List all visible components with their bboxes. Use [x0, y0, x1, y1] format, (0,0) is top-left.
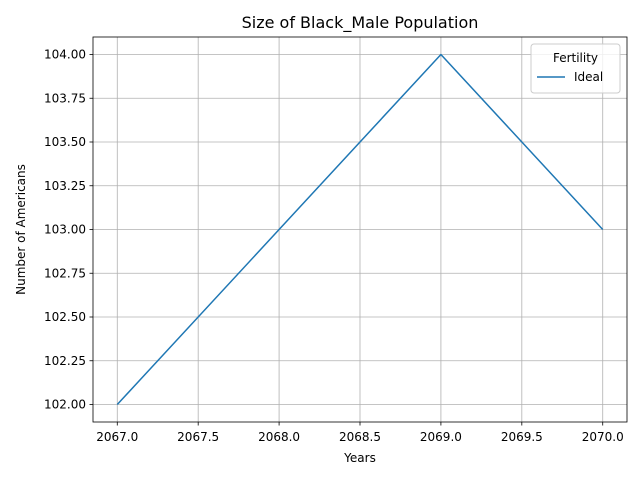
y-tick-label: 102.50: [44, 310, 86, 324]
y-axis-label: Number of Americans: [14, 164, 28, 295]
x-tick-label: 2070.0: [582, 430, 624, 444]
x-tick-label: 2067.5: [177, 430, 219, 444]
y-tick-label: 103.75: [44, 91, 86, 105]
x-tick-label: 2068.5: [339, 430, 381, 444]
legend-title: Fertility: [553, 51, 598, 65]
series-layer: [116, 53, 604, 406]
y-tick-label: 102.75: [44, 266, 86, 280]
x-tick-label: 2069.5: [501, 430, 543, 444]
chart-title: Size of Black_Male Population: [242, 13, 479, 33]
y-tick-label: 103.25: [44, 179, 86, 193]
y-tick-label: 102.00: [44, 398, 86, 412]
x-tick-label: 2068.0: [258, 430, 300, 444]
y-tick-label: 104.00: [44, 48, 86, 62]
series-line-ideal: [116, 53, 604, 406]
x-tick-label: 2069.0: [420, 430, 462, 444]
y-tick-label: 102.25: [44, 354, 86, 368]
y-axis-ticks: 102.00 102.25 102.50 102.75 103.00 103.25 103.…: [44, 48, 93, 412]
x-axis-ticks: 2067.0 2067.5 2068.0 2068.5 2069.0 2069.5 2070…: [96, 422, 624, 444]
y-tick-label: 103.00: [44, 223, 86, 237]
y-tick-label: 103.50: [44, 135, 86, 149]
legend-box: [530, 43, 621, 94]
legend: Fertility Ideal: [530, 43, 621, 94]
legend-label-ideal: Ideal: [574, 70, 603, 84]
x-tick-label: 2067.0: [96, 430, 138, 444]
x-axis-label: Years: [343, 451, 376, 465]
